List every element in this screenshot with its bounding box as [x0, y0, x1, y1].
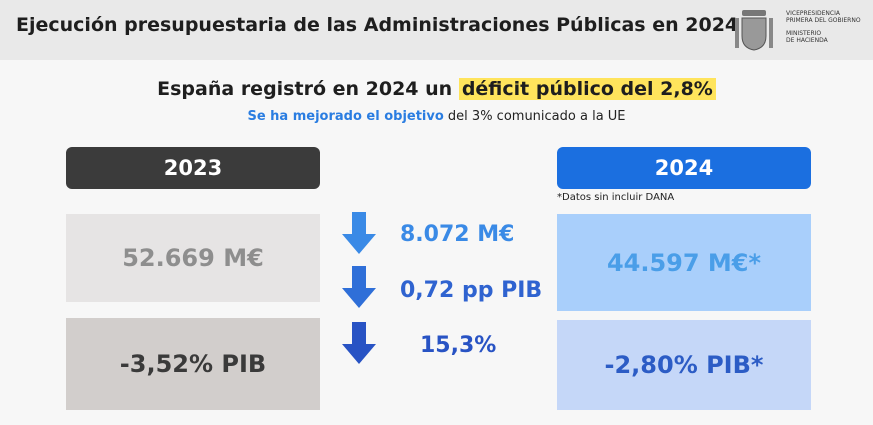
header-title: Ejecución presupuestaria de las Administ… — [16, 14, 739, 36]
change-value: 8.072 M€ — [400, 222, 515, 247]
logo-text: DE HACIENDA — [786, 37, 828, 44]
logo-text: MINISTERIO — [786, 30, 822, 37]
amount-box: 52.669 M€ — [66, 214, 320, 302]
year-header: 2024 — [557, 147, 811, 189]
subline-text: del 3% comunicado a la UE — [443, 109, 626, 124]
logo-emblem — [735, 10, 773, 51]
pib-box: -3,52% PIB — [66, 318, 320, 410]
amount-box: 44.597 M€* — [557, 214, 811, 311]
change-value: 15,3% — [420, 333, 497, 358]
subline-bold: Se ha mejorado el objetivo — [247, 109, 444, 124]
logo-text: PRIMERA DEL GOBIERNO — [786, 17, 861, 24]
headline-highlight: déficit público del 2,8% — [458, 78, 716, 100]
headline: España registró en 2024 un déficit públi… — [0, 78, 873, 100]
year-header: 2023 — [66, 147, 320, 189]
change-value: 0,72 pp PIB — [400, 278, 543, 303]
header-bar — [0, 0, 873, 60]
arrows — [342, 212, 376, 364]
logo-text: VICEPRESIDENCIA — [786, 10, 840, 17]
headline-text: España registró en 2024 un — [157, 78, 459, 100]
note: *Datos sin incluir DANA — [557, 192, 675, 203]
subline: Se ha mejorado el objetivo del 3% comuni… — [0, 109, 873, 124]
pib-box: -2,80% PIB* — [557, 320, 811, 410]
